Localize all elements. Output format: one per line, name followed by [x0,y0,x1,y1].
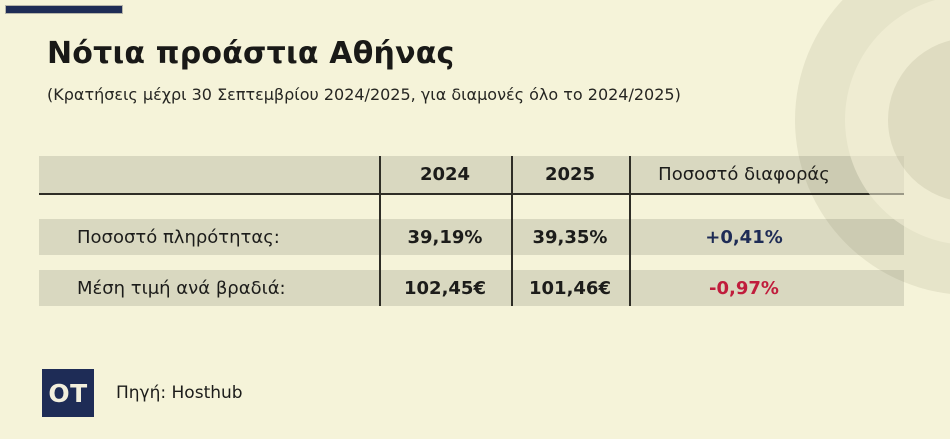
data-table: 2024 2025 Ποσοστό διαφοράς Ποσοστό πληρό… [39,156,904,306]
header-cell-diff: Ποσοστό διαφοράς [658,164,830,185]
header-cell-2025: 2025 [544,164,596,185]
column-divider [379,156,381,306]
column-divider [629,156,631,306]
value-2025: 39,35% [532,226,608,248]
page-title: Νότια προάστια Αθήνας [47,36,455,71]
header-cell-2024: 2024 [419,164,471,185]
row-label: Μέση τιμή ανά βραδιά: [77,277,286,299]
table-header-row: 2024 2025 Ποσοστό διαφοράς [39,156,904,195]
value-diff: +0,41% [705,226,783,248]
value-2024: 102,45€ [404,277,486,299]
row-label: Ποσοστό πληρότητας: [77,226,280,248]
table-row-price: Μέση τιμή ανά βραδιά: 102,45€ 101,46€ -0… [39,270,904,306]
value-diff: -0,97% [709,277,779,299]
ot-logo: OT [42,369,94,417]
footer: OT Πηγή: Hosthub [42,369,243,417]
value-2025: 101,46€ [529,277,611,299]
source-text: Πηγή: Hosthub [116,383,243,403]
value-2024: 39,19% [407,226,483,248]
column-divider [511,156,513,306]
table-row-occupancy: Ποσοστό πληρότητας: 39,19% 39,35% +0,41% [39,219,904,255]
page-subtitle: (Κρατήσεις μέχρι 30 Σεπτεμβρίου 2024/202… [47,85,681,104]
accent-topbar [6,6,122,13]
